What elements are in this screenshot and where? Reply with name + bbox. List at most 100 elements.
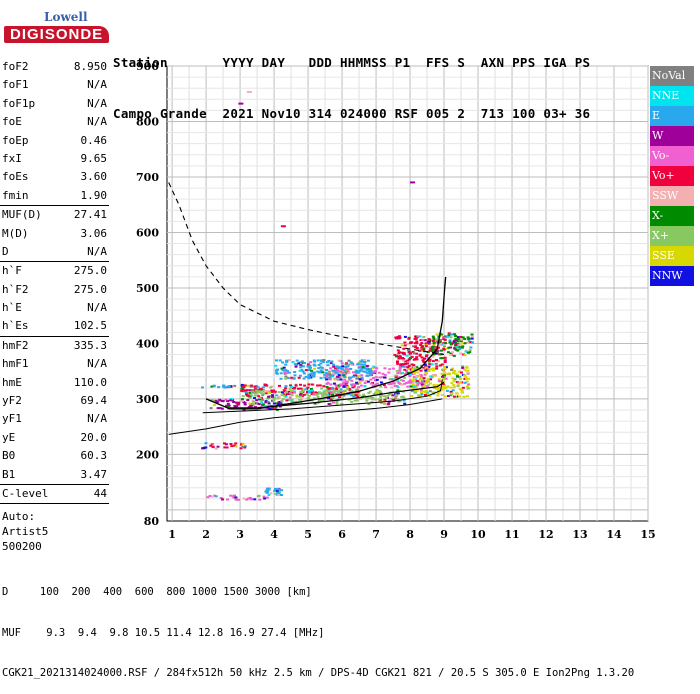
echo-pixel [429, 375, 433, 378]
echo-pixel [422, 385, 426, 388]
echo-pixel [431, 340, 435, 342]
echo-pixel [413, 346, 417, 349]
echo-pixel [439, 349, 443, 352]
echo-pixel [363, 385, 367, 388]
echo-pixel [466, 395, 469, 398]
echo-pixel [322, 399, 326, 402]
echo-pixel [341, 397, 344, 400]
echo-pixel [407, 364, 411, 367]
echo-pixel [266, 487, 269, 490]
echo-pixel [327, 395, 331, 398]
echo-pixel [253, 498, 257, 501]
echo-pixel [447, 395, 450, 397]
echo-pixel [414, 358, 418, 361]
echo-pixel [262, 392, 266, 395]
param-name: foF1p [2, 96, 36, 110]
echo-pixel [378, 400, 382, 403]
echo-pixel [453, 370, 457, 372]
echo-pixel [313, 360, 317, 363]
echo-pixel [248, 402, 252, 405]
echo-pixel [210, 399, 214, 402]
echo-pixel [460, 338, 464, 341]
echo-pixel [258, 398, 262, 401]
param-separator [0, 205, 109, 207]
echo-pixel [426, 357, 430, 359]
echo-pixel [245, 389, 249, 392]
echo-pixel [439, 333, 443, 336]
echo-pixel [396, 398, 400, 401]
echo-pixel [266, 400, 270, 403]
echo-pixel [214, 447, 218, 450]
echo-pixel [407, 351, 411, 354]
echo-pixel [240, 400, 244, 402]
echo-pixel [401, 359, 405, 362]
echo-pixel [379, 381, 383, 384]
echo-pixel [464, 350, 468, 353]
echo-pixel [419, 339, 423, 342]
echo-pixel [402, 396, 406, 399]
echo-pixel [332, 391, 336, 394]
echo-pixel [396, 392, 400, 395]
param-value: 69.4 [80, 394, 108, 408]
param-row: foF1p N/A [0, 95, 111, 113]
echo-pixel [408, 357, 412, 359]
echo-pixel [402, 357, 406, 360]
echo-pixel [316, 370, 320, 373]
echo-pixel [246, 399, 250, 402]
echo-pixel [299, 392, 303, 395]
echo-pixel [402, 399, 406, 402]
legend-entry-ssw: SSW [650, 186, 694, 206]
echo-pixel [323, 376, 327, 379]
echo-pixel [316, 384, 319, 387]
x-tick-label: 3 [236, 528, 244, 541]
echo-pixel [409, 379, 412, 382]
echo-pixel [404, 362, 408, 365]
echo-pixel [294, 365, 298, 368]
echo-pixel [339, 378, 343, 381]
echo-pixel [466, 369, 470, 372]
echo-pixel [335, 401, 339, 404]
echo-pixel [363, 382, 367, 384]
echo-pixel [420, 346, 424, 349]
echo-pixel [443, 359, 447, 362]
echo-pixel [446, 336, 450, 339]
echo-pixel [350, 379, 354, 382]
echo-pixel [282, 393, 286, 396]
echo-pixel [432, 337, 436, 340]
param-value: 3.06 [80, 226, 108, 240]
echo-pixel [240, 387, 244, 390]
echo-pixel [458, 395, 462, 398]
echo-pixel [420, 393, 424, 396]
echo-pixel [281, 361, 285, 364]
echo-pixel [269, 386, 273, 389]
echo-pixel [437, 346, 440, 349]
echo-pixel [460, 346, 464, 349]
echo-pixel [421, 390, 425, 393]
echo-pixel [444, 386, 448, 389]
echo-pixel [452, 395, 456, 398]
echo-pixel [343, 378, 347, 381]
echo-pixel [354, 389, 358, 392]
param-name: foF1 [2, 78, 29, 92]
echo-pixel [330, 360, 334, 363]
param-name: foEp [2, 133, 29, 147]
echo-pixel [355, 377, 359, 380]
echo-pixel [290, 376, 294, 379]
echo-pixel [319, 377, 323, 380]
echo-pixel [265, 390, 269, 393]
echo-pixel [333, 369, 337, 372]
echo-pixel [310, 383, 314, 386]
echo-pixel [469, 341, 473, 344]
echo-pixel [455, 346, 459, 349]
x-tick-label: 11 [504, 528, 519, 541]
echo-pixel [330, 390, 334, 393]
echo-pixel [463, 377, 467, 380]
echo-pixel [265, 496, 269, 499]
echo-pixel [394, 374, 398, 377]
echo-pixel [352, 371, 355, 374]
echo-pixel [274, 364, 278, 367]
echo-pixel [369, 369, 373, 372]
y-tick-label: 800 [136, 115, 159, 128]
echo-pixel [425, 366, 429, 369]
echo-pixel [420, 383, 424, 386]
